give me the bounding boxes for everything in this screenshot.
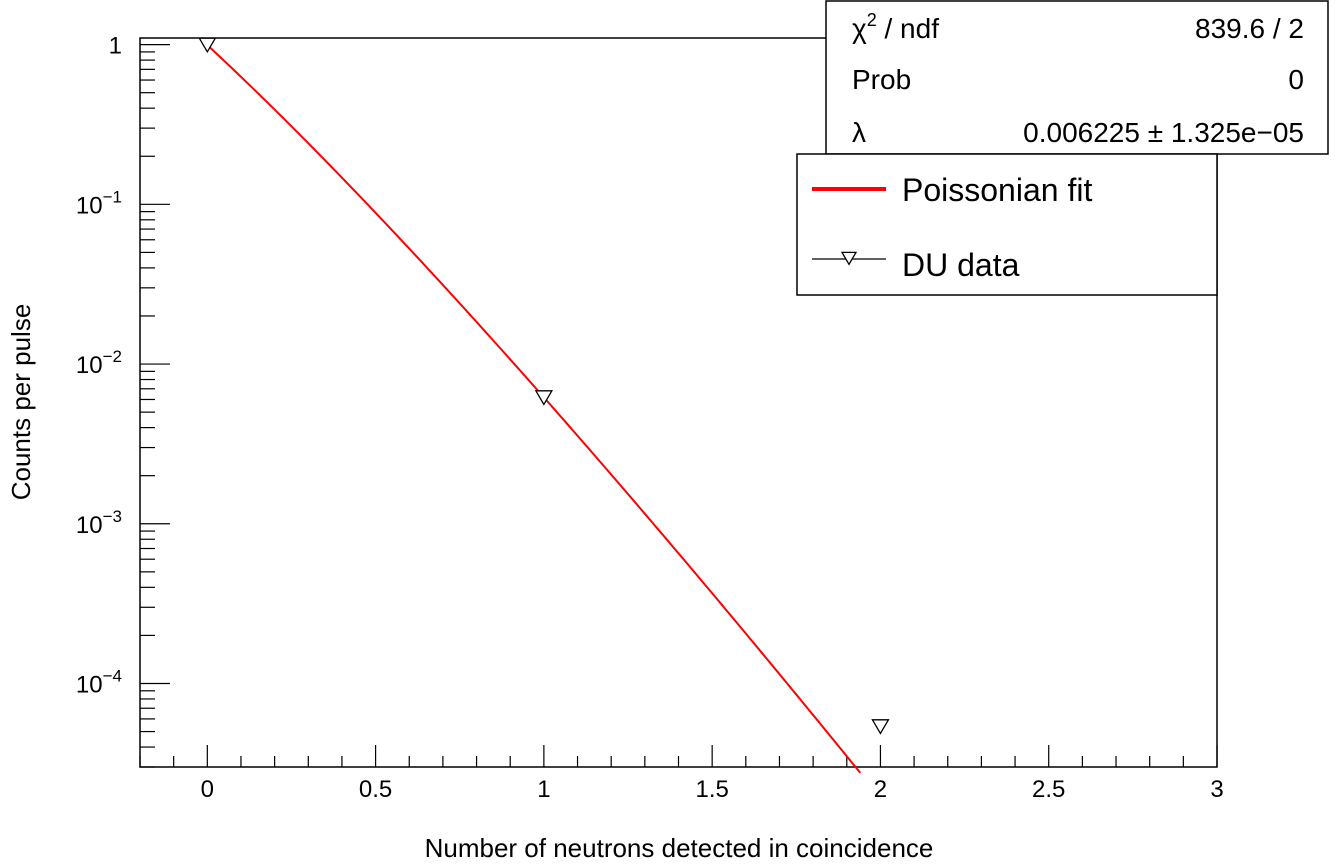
data-point: [534, 390, 554, 406]
x-axis-title: Number of neutrons detected in coinciden…: [425, 833, 934, 863]
y-tick-label: 10−3: [76, 507, 122, 539]
x-tick-label: 1.5: [695, 776, 728, 803]
stats-label: Prob: [852, 64, 911, 95]
legend-frame: [796, 153, 1218, 296]
legend-fit-label: Poissonian fit: [902, 172, 1092, 208]
stats-label: χ2 / ndf: [852, 10, 939, 44]
stats-box-frame: [825, 0, 1329, 155]
y-tick-label: 10−2: [76, 347, 122, 379]
data-points-group: [198, 37, 890, 735]
stats-box: χ2 / ndf 839.6 / 2 Prob 0 λ 0.006225 ± 1.325e…: [825, 0, 1329, 155]
legend: Poissonian fit DU data: [796, 153, 1218, 296]
x-tick-label: 2.5: [1032, 776, 1065, 803]
tick-labels: 0 0.5 1 1.5 2 2.5 3 1 10−1 10−2 10−3 10−4: [76, 33, 1224, 803]
stats-value: 0: [1288, 64, 1304, 95]
ticks: [139, 44, 1218, 768]
x-tick-label: 2: [874, 776, 887, 803]
x-tick-label: 1: [537, 776, 550, 803]
x-tick-label: 0: [201, 776, 214, 803]
stats-value: 0.006225 ± 1.325e−05: [1023, 117, 1304, 148]
stats-label: λ: [852, 117, 866, 148]
y-axis-title: Counts per pulse: [6, 304, 36, 501]
legend-data-swatch-marker: [840, 251, 858, 266]
fit-curve: [206, 44, 862, 774]
stats-value: 839.6 / 2: [1195, 13, 1304, 44]
data-point: [871, 719, 890, 735]
y-tick-label: 1: [109, 33, 122, 60]
y-tick-label: 10−4: [76, 666, 122, 698]
data-point: [198, 37, 217, 54]
y-tick-label: 10−1: [76, 187, 122, 219]
x-tick-label: 3: [1210, 776, 1223, 803]
legend-data-label: DU data: [902, 247, 1020, 283]
fit-curve-group: [206, 44, 862, 774]
x-tick-label: 0.5: [359, 776, 392, 803]
